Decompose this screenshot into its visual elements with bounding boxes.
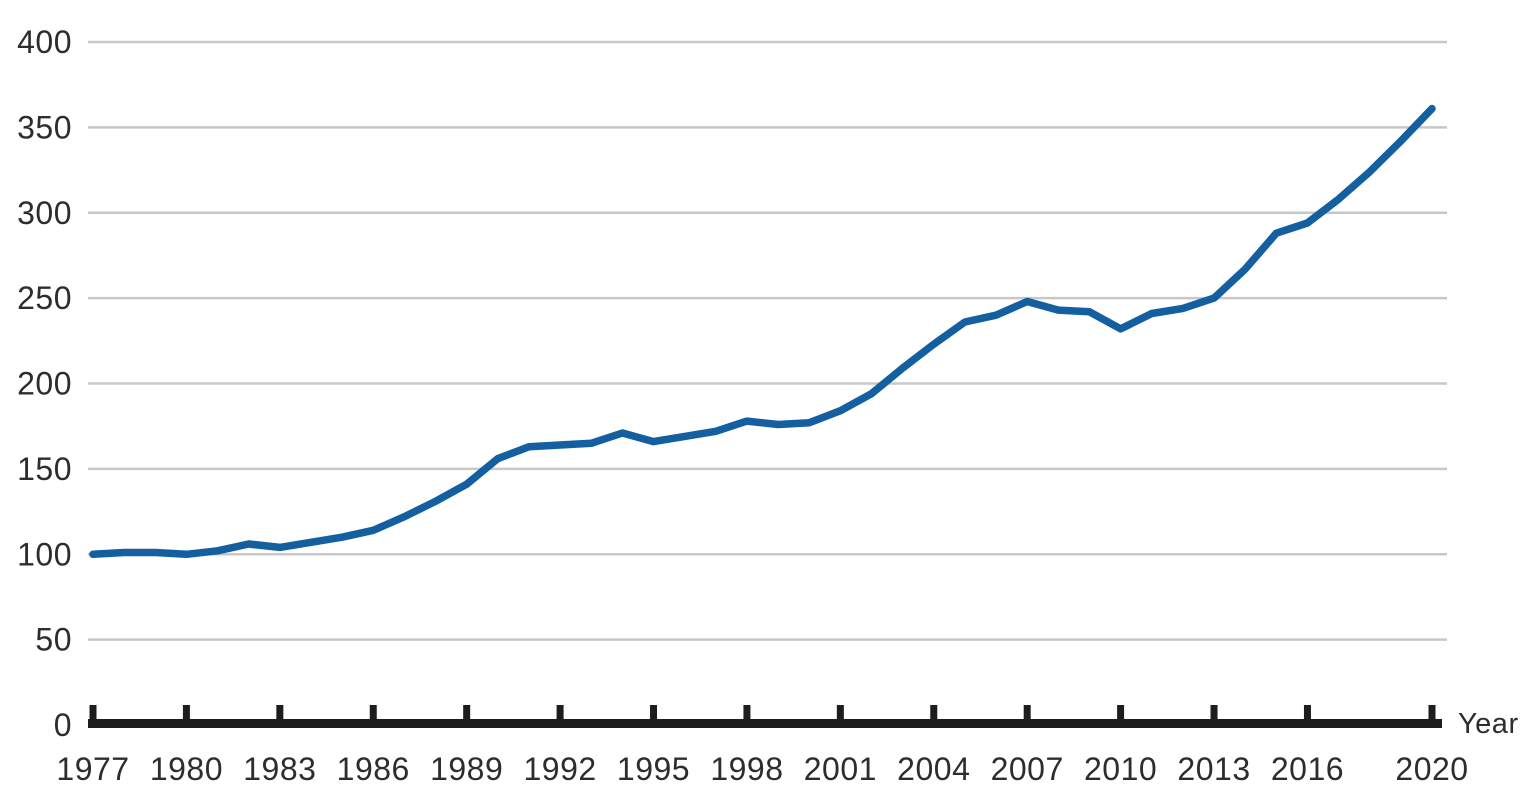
x-axis-tick bbox=[276, 705, 284, 721]
x-axis-tick bbox=[930, 705, 938, 721]
y-tick-label: 150 bbox=[17, 451, 72, 487]
x-tick-label: 1977 bbox=[56, 751, 129, 787]
x-tick-label: 2016 bbox=[1271, 751, 1344, 787]
gridlines-group bbox=[88, 40, 1447, 641]
x-tick-label: 1998 bbox=[710, 751, 783, 787]
x-axis-tick bbox=[1428, 705, 1436, 721]
x-axis-group bbox=[88, 705, 1442, 728]
x-tick-label: 2004 bbox=[897, 751, 970, 787]
x-axis-line bbox=[88, 719, 1442, 728]
x-tick-label: 1989 bbox=[430, 751, 503, 787]
x-tick-label: 1980 bbox=[150, 751, 223, 787]
x-axis-tick bbox=[1117, 705, 1125, 721]
y-tick-label: 250 bbox=[17, 280, 72, 316]
x-tick-label: 2001 bbox=[804, 751, 877, 787]
x-axis-tick bbox=[650, 705, 658, 721]
x-tick-label: 1986 bbox=[337, 751, 410, 787]
x-axis-tick bbox=[1210, 705, 1218, 721]
y-tick-label: 350 bbox=[17, 109, 72, 145]
y-tick-label: 50 bbox=[35, 622, 72, 658]
x-tick-label: 2013 bbox=[1177, 751, 1250, 787]
y-tick-label: 400 bbox=[17, 24, 72, 60]
x-tick-label: 2010 bbox=[1084, 751, 1157, 787]
x-axis-tick-labels-group: 1977 1980 1983 1986 1989 1992 1995 1998 2001 2004… bbox=[56, 751, 1468, 787]
x-tick-label: 1992 bbox=[523, 751, 596, 787]
x-tick-label: 1995 bbox=[617, 751, 690, 787]
x-axis-tick bbox=[369, 705, 377, 721]
x-tick-label: 2007 bbox=[991, 751, 1064, 787]
x-axis-tick bbox=[743, 705, 751, 721]
x-axis-tick bbox=[463, 705, 471, 721]
x-axis-tick bbox=[556, 705, 564, 721]
y-tick-label: 0 bbox=[54, 707, 72, 743]
x-axis-tick bbox=[182, 705, 190, 721]
x-axis-title-label: Year bbox=[1458, 708, 1519, 740]
y-tick-label: 200 bbox=[17, 366, 72, 402]
x-tick-label: 1983 bbox=[243, 751, 316, 787]
y-tick-label: 300 bbox=[17, 195, 72, 231]
x-axis-tick bbox=[1023, 705, 1031, 721]
data-series-line bbox=[89, 104, 1436, 559]
x-axis-tick bbox=[89, 705, 97, 721]
x-axis-tick bbox=[836, 705, 844, 721]
x-axis-tick bbox=[1303, 705, 1311, 721]
y-axis-tick-labels-group: 0 50 100 150 200 250 300 350 400 bbox=[17, 24, 72, 743]
y-tick-label: 100 bbox=[17, 536, 72, 572]
x-tick-label: 2020 bbox=[1395, 751, 1468, 787]
